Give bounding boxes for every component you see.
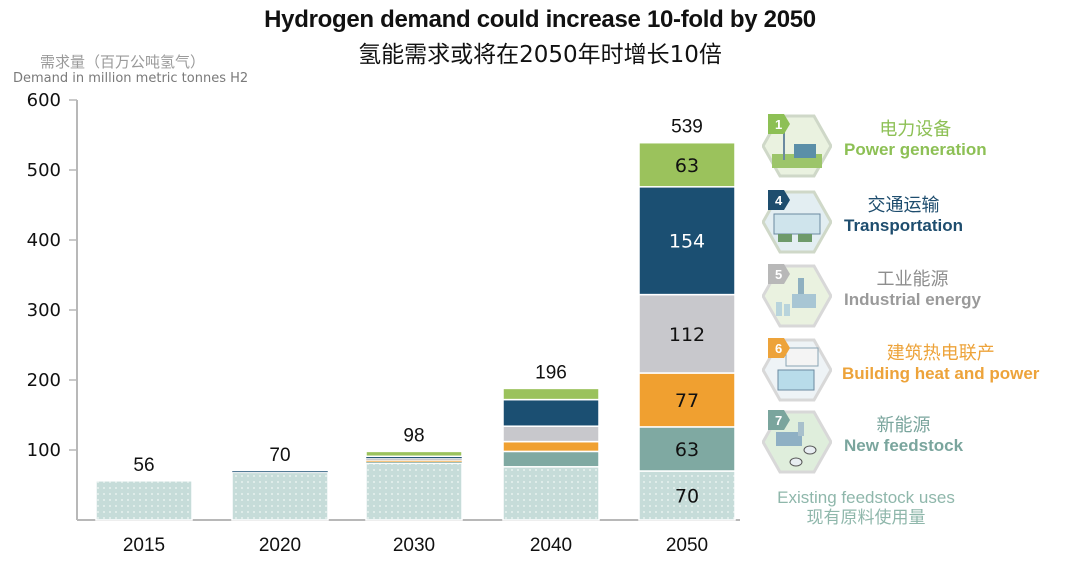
legend-label: 交通运输 Transportation (844, 195, 964, 236)
bar-segment-transportation (502, 398, 600, 427)
x-tick-label: 2050 (666, 535, 708, 556)
x-tick-label: 2020 (259, 535, 301, 556)
svg-text:4: 4 (775, 193, 783, 208)
legend-item-new-feedstock: 7 新能源 New feedstock (760, 410, 1080, 480)
legend-item-transportation: 4 交通运输 Transportation (760, 190, 1080, 260)
bar-segment-transportation (638, 186, 736, 296)
vehicle-station-icon: 4 (762, 190, 832, 254)
factory-icon: 5 (762, 264, 832, 328)
legend-label: 新能源 New feedstock (844, 415, 964, 456)
legend-item-building-heat-and-power: 6 建筑热电联产 Building heat and power (760, 338, 1080, 408)
bar-segment-new-feedstock (502, 450, 600, 468)
chart-subtitle: 氢能需求或将在2050年时增长10倍 (358, 42, 722, 68)
legend-item-industrial-energy: 5 工业能源 Industrial energy (760, 264, 1080, 334)
existing-feedstock-label: Existing feedstock uses 现有原料使用量 (777, 488, 955, 528)
legend-item-power-generation: 1 电力设备 Power generation (760, 114, 1080, 184)
legend: 1 电力设备 Power generation 4 交通运输 Transport… (760, 0, 1080, 567)
svg-text:1: 1 (775, 117, 782, 132)
x-tick-label: 2040 (530, 535, 572, 556)
y-axis-label: Demand in million metric tonnes H2 (13, 71, 249, 86)
x-tick-label: 2015 (123, 535, 165, 556)
segment-label: 63 (675, 155, 699, 177)
svg-text:5: 5 (775, 267, 782, 282)
chart-title: Hydrogen demand could increase 10-fold b… (264, 6, 816, 33)
legend-label: 工业能源 Industrial energy (844, 269, 981, 310)
segment-label: 63 (675, 439, 699, 461)
legend-label: 建筑热电联产 Building heat and power (842, 343, 1040, 384)
segment-label: 112 (669, 324, 705, 346)
y-tick-label: 400 (27, 230, 61, 251)
bar-segment-industrial-energy (365, 458, 463, 461)
y-tick-label: 600 (27, 90, 61, 111)
x-tick-label: 2030 (393, 535, 435, 556)
bar-segment-existing-feedstock-uses (502, 466, 600, 521)
power-plant-icon: 1 (762, 114, 832, 178)
legend-label: 电力设备 Power generation (844, 119, 987, 160)
bar-segment-existing-feedstock-uses (365, 462, 463, 521)
bar-segment-building-heat-and-power (502, 440, 600, 453)
segment-label: 77 (675, 390, 699, 412)
refinery-icon: 7 (762, 410, 832, 474)
bar-segment-power-generation (638, 141, 736, 188)
bar-segment-industrial-energy (638, 293, 736, 374)
segment-label: 70 (675, 486, 699, 508)
bar-segment-power-generation (502, 387, 600, 401)
bar-segment-existing-feedstock-uses (231, 471, 329, 521)
y-axis-label-cn: 需求量（百万公吨氢气） (40, 53, 206, 71)
y-tick-label: 100 (27, 440, 61, 461)
segment-label: 154 (669, 231, 705, 253)
svg-text:6: 6 (775, 341, 782, 356)
bar-segment-existing-feedstock-uses (95, 480, 193, 521)
y-tick-label: 500 (27, 160, 61, 181)
bar-segment-building-heat-and-power (638, 372, 736, 428)
total-label: 196 (535, 362, 567, 383)
total-label: 70 (269, 445, 290, 466)
building-heat-icon: 6 (762, 338, 832, 402)
total-label: 98 (403, 425, 424, 446)
total-label: 56 (133, 455, 154, 476)
bar-segment-power-generation (365, 450, 463, 458)
bar-segment-industrial-energy (502, 425, 600, 443)
stacked-bar-chart: 100 200 300 400 500 600 56 2015 70 2020 98 2030 196 2… (27, 90, 740, 556)
y-tick-label: 200 (27, 370, 61, 391)
bar-segment-transportation (231, 470, 329, 473)
total-label: 539 (671, 117, 703, 138)
svg-text:7: 7 (775, 413, 782, 428)
y-tick-label: 300 (27, 300, 61, 321)
